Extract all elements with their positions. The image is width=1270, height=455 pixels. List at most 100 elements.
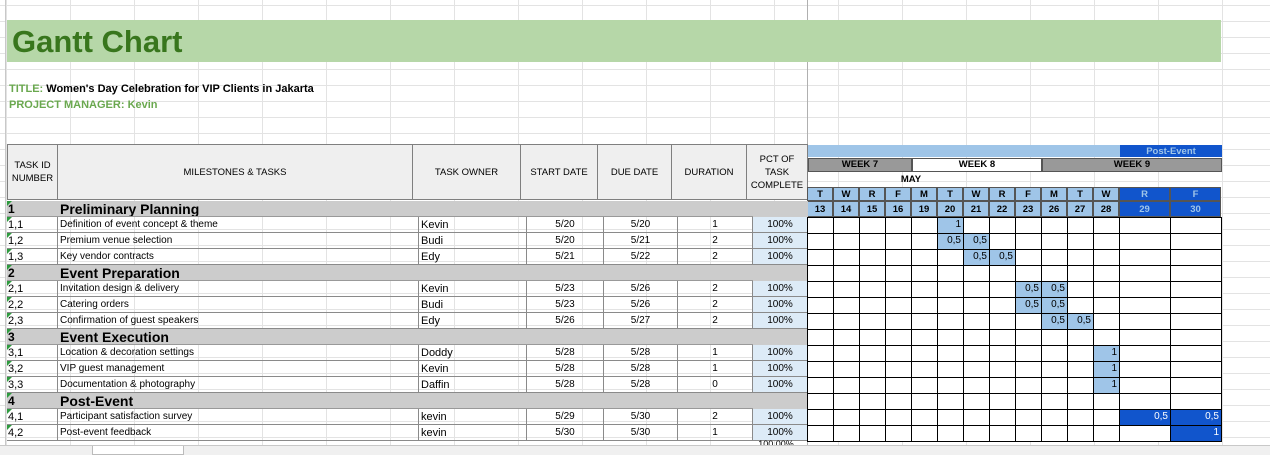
gantt-cell[interactable]: [911, 217, 938, 234]
gantt-cell[interactable]: [885, 345, 912, 362]
gantt-cell[interactable]: [807, 409, 834, 426]
gantt-cell[interactable]: [1015, 393, 1042, 410]
gantt-cell[interactable]: [937, 281, 964, 298]
gantt-cell[interactable]: [833, 233, 860, 250]
gantt-cell[interactable]: [833, 265, 860, 282]
gantt-cell[interactable]: [911, 297, 938, 314]
cell-start[interactable]: 5/26: [527, 313, 604, 329]
gantt-cell[interactable]: [989, 265, 1016, 282]
gantt-cell[interactable]: [1015, 409, 1042, 426]
gantt-cell[interactable]: [1093, 217, 1120, 234]
cell-due[interactable]: [604, 201, 678, 217]
cell-start[interactable]: [527, 201, 604, 217]
gantt-cell[interactable]: [807, 265, 834, 282]
cell-id[interactable]: 1,3: [7, 249, 58, 265]
cell-name[interactable]: Participant satisfaction survey: [58, 409, 419, 425]
gantt-cell[interactable]: [989, 217, 1016, 234]
gantt-cell[interactable]: [885, 265, 912, 282]
gantt-cell[interactable]: [1170, 393, 1222, 410]
gantt-bar-cell[interactable]: 1: [1093, 345, 1120, 362]
gantt-cell[interactable]: [1170, 345, 1222, 362]
gantt-cell[interactable]: [807, 233, 834, 250]
gantt-cell[interactable]: [885, 217, 912, 234]
gantt-cell[interactable]: [937, 393, 964, 410]
cell-due[interactable]: [604, 265, 678, 281]
gantt-cell[interactable]: [963, 217, 990, 234]
cell-owner[interactable]: Kevin: [419, 217, 527, 233]
gantt-cell[interactable]: [833, 249, 860, 266]
gantt-cell[interactable]: [911, 409, 938, 426]
gantt-cell[interactable]: [1067, 377, 1094, 394]
gantt-cell[interactable]: [807, 281, 834, 298]
gantt-cell[interactable]: [885, 329, 912, 346]
cell-name[interactable]: Invitation design & delivery: [58, 281, 419, 297]
gantt-cell[interactable]: [1093, 249, 1120, 266]
gantt-cell[interactable]: [1119, 233, 1171, 250]
cell-id[interactable]: 3,3: [7, 377, 58, 393]
cell-owner[interactable]: Budi: [419, 233, 527, 249]
gantt-cell[interactable]: [1015, 329, 1042, 346]
gantt-cell[interactable]: [1119, 281, 1171, 298]
gantt-cell[interactable]: [1170, 217, 1222, 234]
gantt-cell[interactable]: [1067, 361, 1094, 378]
cell-pct[interactable]: 100%: [753, 409, 808, 425]
gantt-cell[interactable]: [1015, 361, 1042, 378]
gantt-cell[interactable]: [1093, 281, 1120, 298]
gantt-cell[interactable]: [807, 361, 834, 378]
cell-owner[interactable]: [419, 329, 527, 345]
gantt-cell[interactable]: [1067, 217, 1094, 234]
gantt-cell[interactable]: [1041, 217, 1068, 234]
gantt-cell[interactable]: [911, 361, 938, 378]
gantt-cell[interactable]: [1041, 265, 1068, 282]
cell-id[interactable]: 1: [7, 201, 58, 217]
gantt-cell[interactable]: [833, 217, 860, 234]
cell-pct[interactable]: 100%: [753, 313, 808, 329]
cell-owner[interactable]: Daffin: [419, 377, 527, 393]
cell-owner[interactable]: [419, 265, 527, 281]
gantt-cell[interactable]: [937, 329, 964, 346]
gantt-cell[interactable]: [1119, 345, 1171, 362]
gantt-cell[interactable]: [1067, 409, 1094, 426]
cell-name[interactable]: VIP guest management: [58, 361, 419, 377]
gantt-cell[interactable]: [1067, 329, 1094, 346]
gantt-cell[interactable]: [833, 425, 860, 442]
gantt-cell[interactable]: [859, 217, 886, 234]
gantt-cell[interactable]: [833, 297, 860, 314]
gantt-cell[interactable]: [989, 297, 1016, 314]
gantt-cell[interactable]: [989, 393, 1016, 410]
gantt-cell[interactable]: [859, 313, 886, 330]
gantt-cell[interactable]: [1170, 265, 1222, 282]
gantt-cell[interactable]: [937, 313, 964, 330]
cell-owner[interactable]: [419, 201, 527, 217]
cell-owner[interactable]: Kevin: [419, 361, 527, 377]
gantt-cell[interactable]: [1093, 425, 1120, 442]
gantt-bar-cell[interactable]: 1: [1093, 361, 1120, 378]
gantt-cell[interactable]: [937, 265, 964, 282]
cell-name[interactable]: Event Preparation: [58, 265, 419, 281]
gantt-cell[interactable]: [989, 313, 1016, 330]
gantt-cell[interactable]: [1041, 329, 1068, 346]
gantt-bar-cell[interactable]: 0,5: [1119, 409, 1171, 426]
cell-id[interactable]: 3,2: [7, 361, 58, 377]
gantt-cell[interactable]: [937, 249, 964, 266]
cell-pct[interactable]: [753, 329, 808, 345]
gantt-cell[interactable]: [1170, 361, 1222, 378]
cell-name[interactable]: Event Execution: [58, 329, 419, 345]
gantt-cell[interactable]: [859, 297, 886, 314]
cell-pct[interactable]: 100%: [753, 425, 808, 441]
gantt-cell[interactable]: [807, 297, 834, 314]
gantt-cell[interactable]: [1093, 313, 1120, 330]
cell-due[interactable]: 5/28: [604, 361, 678, 377]
cell-start[interactable]: [527, 393, 604, 409]
cell-dur[interactable]: 2: [678, 409, 753, 425]
gantt-cell[interactable]: [911, 377, 938, 394]
gantt-cell[interactable]: [1041, 425, 1068, 442]
gantt-cell[interactable]: [885, 313, 912, 330]
gantt-bar-cell[interactable]: 1: [937, 217, 964, 234]
gantt-cell[interactable]: [859, 233, 886, 250]
gantt-cell[interactable]: [911, 329, 938, 346]
gantt-cell[interactable]: [1093, 393, 1120, 410]
gantt-cell[interactable]: [1015, 377, 1042, 394]
cell-pct[interactable]: [753, 265, 808, 281]
gantt-cell[interactable]: [1119, 393, 1171, 410]
